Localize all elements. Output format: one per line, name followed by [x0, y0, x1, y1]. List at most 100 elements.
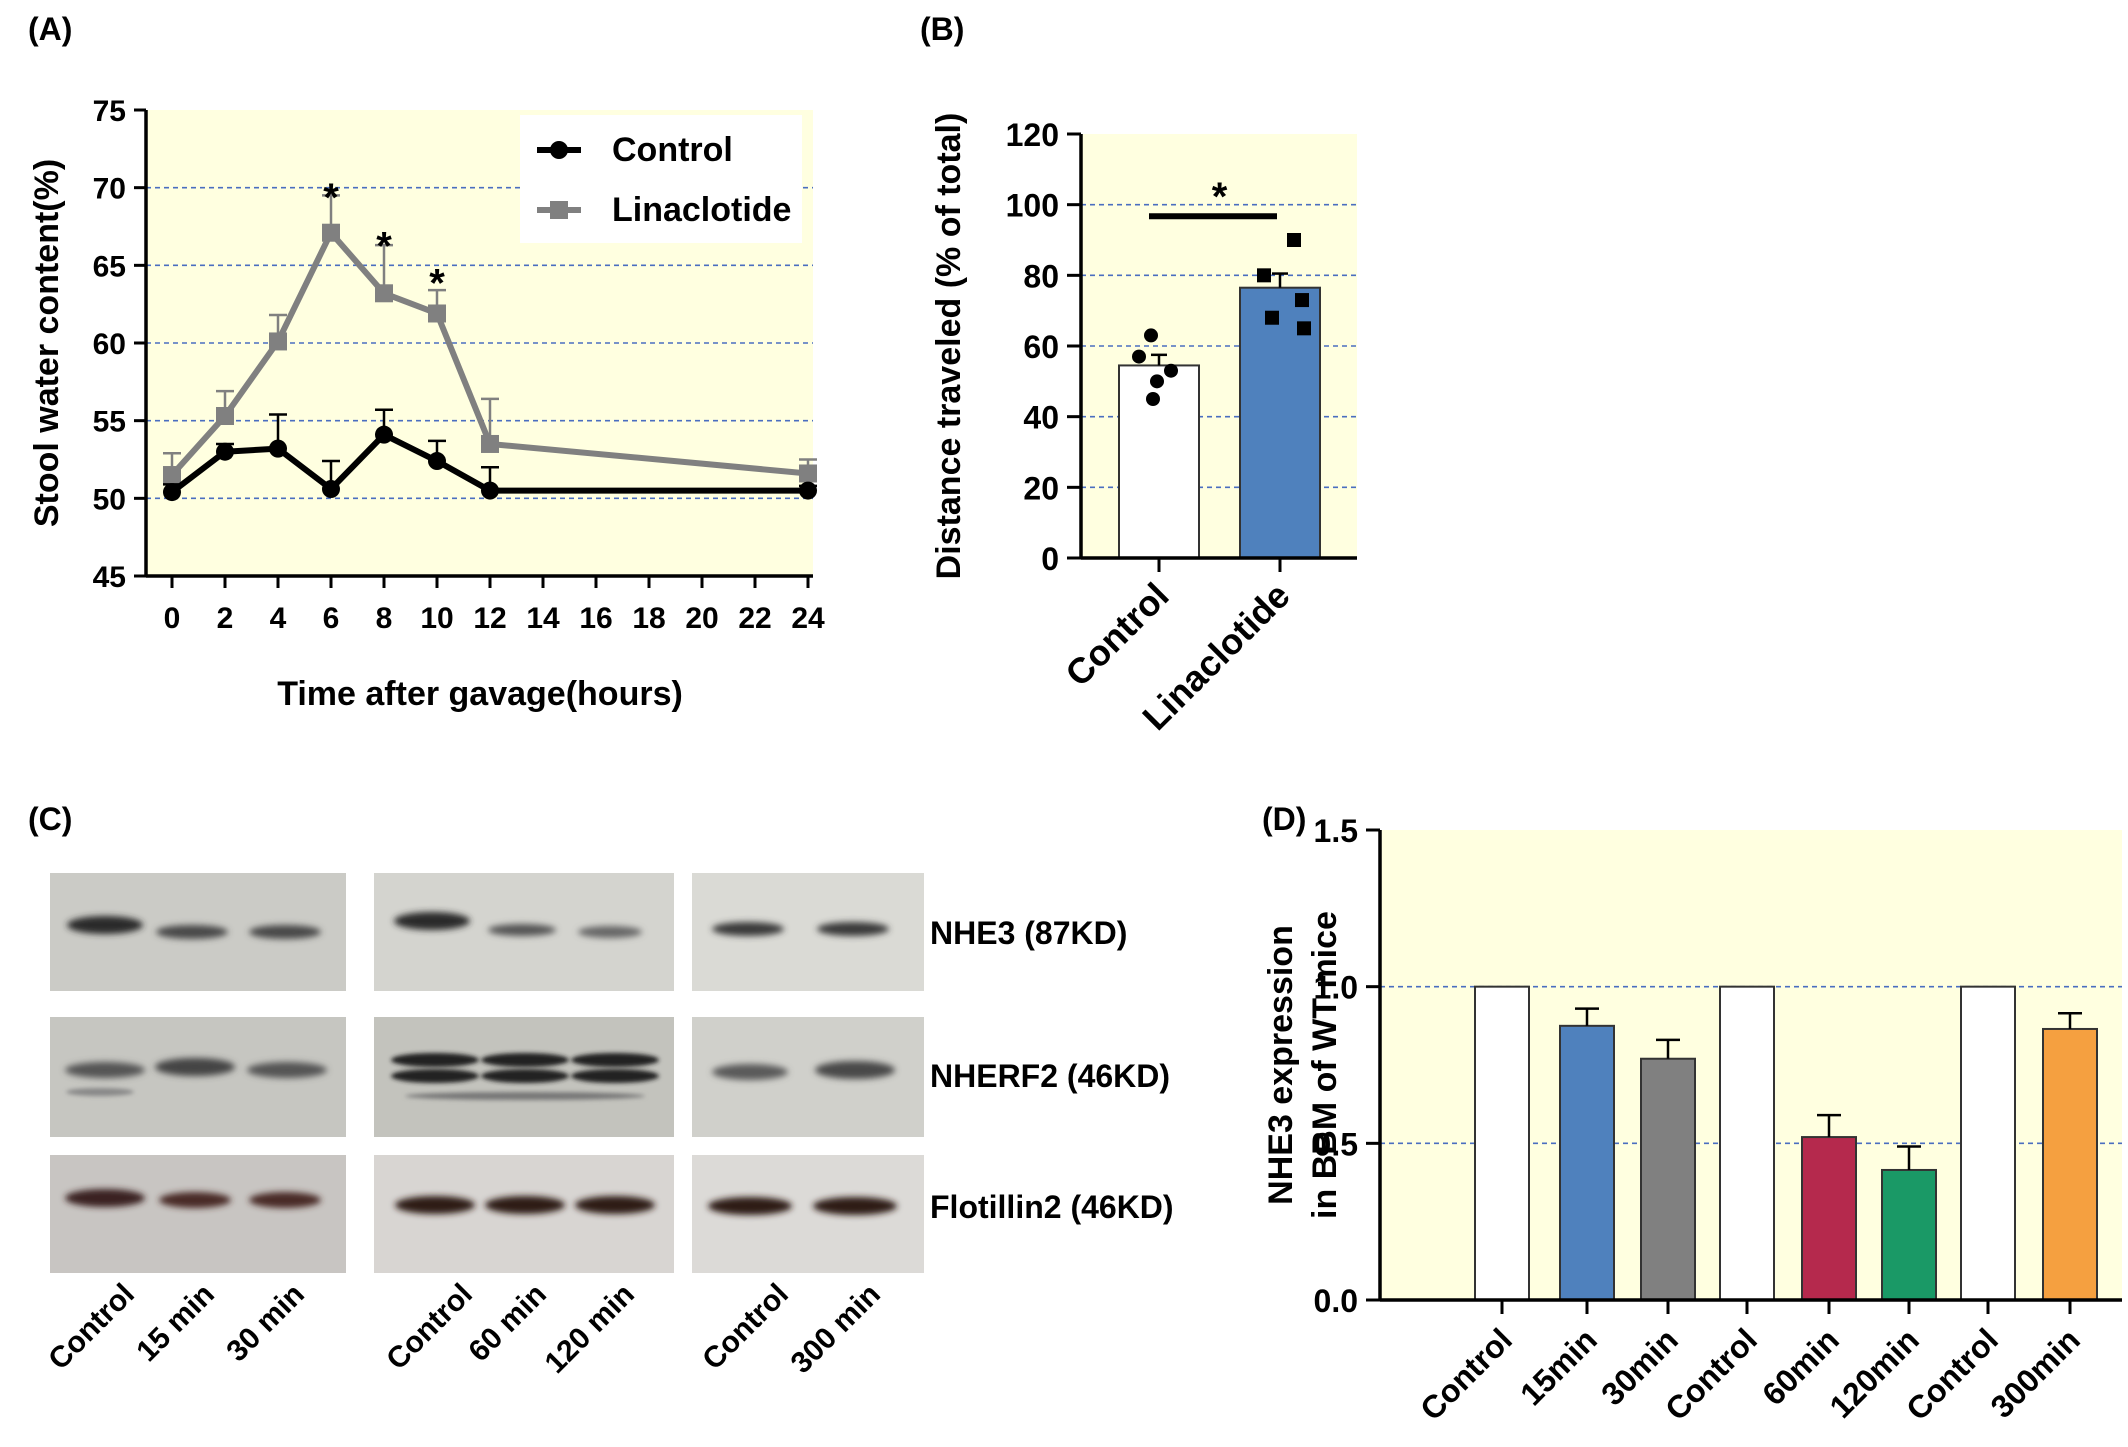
legend-control-marker	[550, 141, 568, 159]
band	[65, 1062, 145, 1078]
x-tick-label: 300min	[1984, 1321, 2087, 1424]
x-tick-label: 12	[473, 602, 506, 635]
panel-b-points	[1132, 233, 1311, 406]
x-tick-label: Control	[1057, 575, 1176, 694]
blot-label-nherf2: NHERF2 (46KD)	[930, 1058, 1170, 1094]
panel-d: (D) 0.0 0.5 1.0 1.5 Control15min30minContro…	[1262, 801, 2122, 1427]
data-point	[1257, 268, 1271, 283]
x-tick-label: 4	[270, 602, 287, 635]
lane-label: 120 min	[539, 1278, 641, 1380]
data-point	[481, 434, 499, 453]
y-tick-label: 75	[93, 95, 126, 128]
panel-d-y-label-line-2: in BBM of WT mice	[1306, 911, 1344, 1219]
significance-star: *	[376, 224, 392, 268]
y-tick-label: 55	[93, 406, 126, 439]
band	[488, 924, 556, 936]
panel-a-annotations: * * *	[323, 176, 445, 305]
panel-a-series	[163, 194, 817, 502]
bar	[1474, 985, 1530, 1302]
data-point	[481, 481, 499, 500]
y-tick-label: 0	[1041, 541, 1059, 577]
data-point	[1132, 349, 1146, 364]
y-tick-label: 0.5	[1314, 1126, 1358, 1162]
panel-d-y-ticks: 0.0 0.5 1.0 1.5	[1314, 813, 1380, 1319]
significance-star: *	[323, 176, 339, 220]
x-tick-label: 10	[420, 602, 453, 635]
data-point	[375, 425, 393, 444]
y-tick-label: 60	[93, 328, 126, 361]
band	[571, 1069, 659, 1083]
blot-row-nhe3	[50, 873, 924, 991]
y-tick-label: 45	[93, 561, 126, 594]
blot-lane-labels: Control 15 min 30 min Control 60 min 120…	[42, 1278, 887, 1380]
x-tick-label: 8	[376, 602, 393, 635]
band	[571, 1053, 659, 1067]
x-tick-label: 20	[685, 602, 718, 635]
band	[247, 1062, 327, 1078]
data-point	[163, 483, 181, 502]
bar	[2042, 1027, 2098, 1301]
lane-label: 300 min	[785, 1278, 887, 1380]
data-point	[1295, 293, 1309, 308]
panel-b-y-ticks: 0 20 40 60 80 100 120	[1006, 117, 1081, 577]
band	[65, 1189, 145, 1207]
y-tick-label: 50	[93, 483, 126, 516]
significance-star: *	[1212, 175, 1228, 219]
x-tick-label: 15min	[1513, 1321, 1604, 1412]
panel-b-significance: *	[1149, 175, 1277, 220]
band	[66, 1088, 134, 1096]
data-point	[1265, 310, 1279, 325]
panel-b-y-label: Distance traveled (% of total)	[930, 113, 968, 580]
y-tick-label: 100	[1006, 188, 1059, 224]
band	[249, 925, 321, 939]
data-point	[1146, 392, 1160, 406]
data-point	[799, 464, 817, 483]
y-tick-label: 60	[1023, 329, 1059, 365]
panel-d-letter: (D)	[1262, 801, 1306, 837]
data-point	[1150, 374, 1164, 389]
data-point	[322, 223, 340, 242]
bar	[1640, 1057, 1696, 1301]
legend-linaclotide-label: Linaclotide	[612, 191, 791, 229]
band	[156, 925, 228, 939]
panel-a-y-ticks: 45 50 55 60 65 70 75	[93, 95, 146, 594]
x-tick-label: Control	[1413, 1321, 1519, 1427]
data-point	[1164, 363, 1178, 378]
blot-row-nherf2	[50, 1017, 924, 1137]
lane-label: Control	[380, 1278, 479, 1377]
x-tick-label: 0	[164, 602, 181, 635]
panel-b-letter: (B)	[920, 11, 964, 47]
series-linaclotide	[163, 194, 817, 485]
data-point	[1287, 233, 1301, 247]
bar	[1719, 985, 1775, 1302]
blot-label-nhe3: NHE3 (87KD)	[930, 915, 1127, 951]
blot-label-flotillin2: Flotillin2 (46KD)	[930, 1189, 1174, 1225]
band	[712, 922, 784, 936]
bar	[1881, 1168, 1937, 1302]
blot-flotillin2-group-2	[374, 1155, 674, 1273]
panel-d-bars	[1474, 985, 2098, 1302]
blot-row-flotillin2	[50, 1155, 924, 1273]
significance-star: *	[429, 262, 445, 306]
band	[712, 1064, 788, 1080]
band	[249, 1192, 321, 1208]
lane-label: 30 min	[220, 1278, 311, 1369]
x-tick-label: 2	[217, 602, 234, 635]
data-point	[269, 439, 287, 458]
band	[395, 1196, 475, 1214]
band	[575, 1196, 655, 1214]
panel-d-x-ticks: Control15min30minControl60min120minContr…	[1413, 1300, 2087, 1427]
panel-c: (C)	[28, 801, 1174, 1380]
band	[405, 1092, 645, 1100]
y-tick-label: 0.0	[1314, 1283, 1358, 1319]
blot-flotillin2-group-1	[50, 1155, 346, 1273]
panel-a-letter: (A)	[28, 11, 72, 47]
data-point	[375, 284, 393, 303]
panel-a-y-label: Stool water content(%)	[28, 159, 66, 527]
bar	[1118, 364, 1200, 559]
y-tick-label: 80	[1023, 258, 1059, 294]
bar	[1960, 985, 2016, 1302]
